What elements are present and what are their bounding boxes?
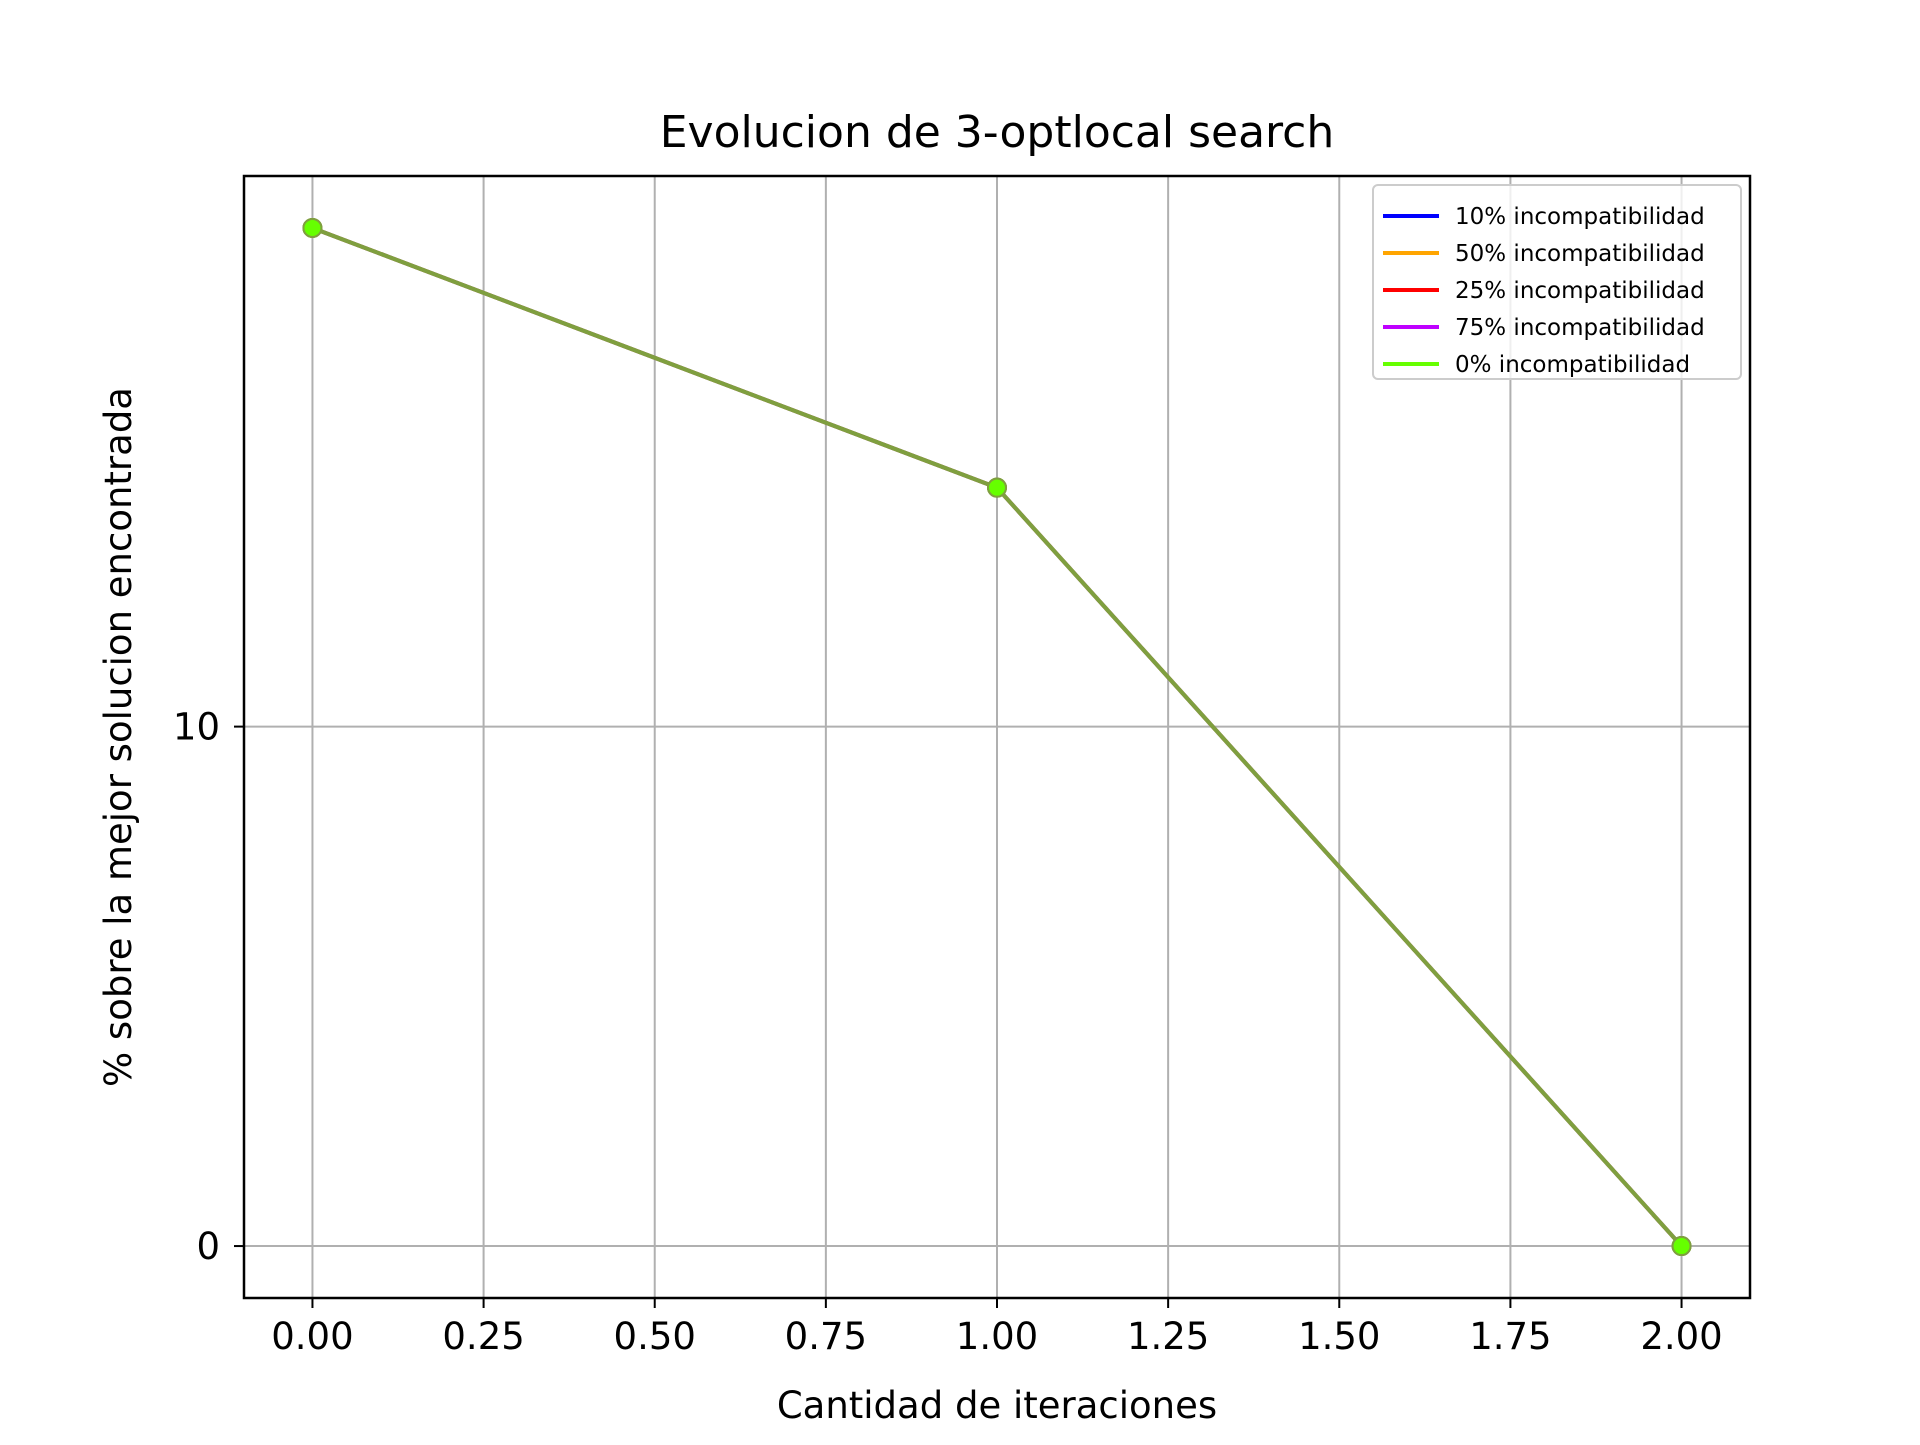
legend-entry: 75% incompatibilidad	[1455, 315, 1705, 341]
x-tick-label: 2.00	[1640, 1315, 1722, 1358]
x-tick-label: 0.75	[785, 1315, 867, 1358]
series-point-4	[1671, 1236, 1692, 1257]
series-markers	[302, 217, 1692, 1257]
chart-title: Evolucion de 3-optlocal search	[660, 107, 1335, 158]
legend-entry: 10% incompatibilidad	[1455, 204, 1705, 230]
axis-ticks: 0.00 0.25 0.50 0.75 1.00 1.25 1.50 1.75 2.00 0 10	[173, 706, 1723, 1358]
legend-entry: 25% incompatibilidad	[1455, 278, 1705, 304]
legend: 10% incompatibilidad 50% incompatibilidad…	[1372, 184, 1742, 380]
series-point-4	[987, 477, 1007, 498]
legend-entry: 50% incompatibilidad	[1455, 241, 1705, 267]
x-tick-label: 1.75	[1469, 1315, 1551, 1358]
x-axis-label: Cantidad de iteraciones	[777, 1384, 1217, 1427]
x-tick-label: 1.25	[1127, 1315, 1209, 1358]
x-tick-label: 0.25	[442, 1315, 524, 1358]
legend-entry: 0% incompatibilidad	[1455, 352, 1690, 378]
x-tick-label: 0.50	[614, 1315, 696, 1358]
x-tick-label: 1.50	[1298, 1315, 1380, 1358]
legend-box	[1372, 184, 1742, 380]
series-point-4	[302, 217, 323, 238]
x-tick-label: 1.00	[956, 1315, 1038, 1358]
y-tick-label: 10	[173, 706, 220, 749]
y-tick-label: 0	[196, 1225, 220, 1268]
x-tick-label: 0.00	[271, 1315, 353, 1358]
y-axis-label: % sobre la mejor solucion encontrada	[97, 387, 140, 1087]
